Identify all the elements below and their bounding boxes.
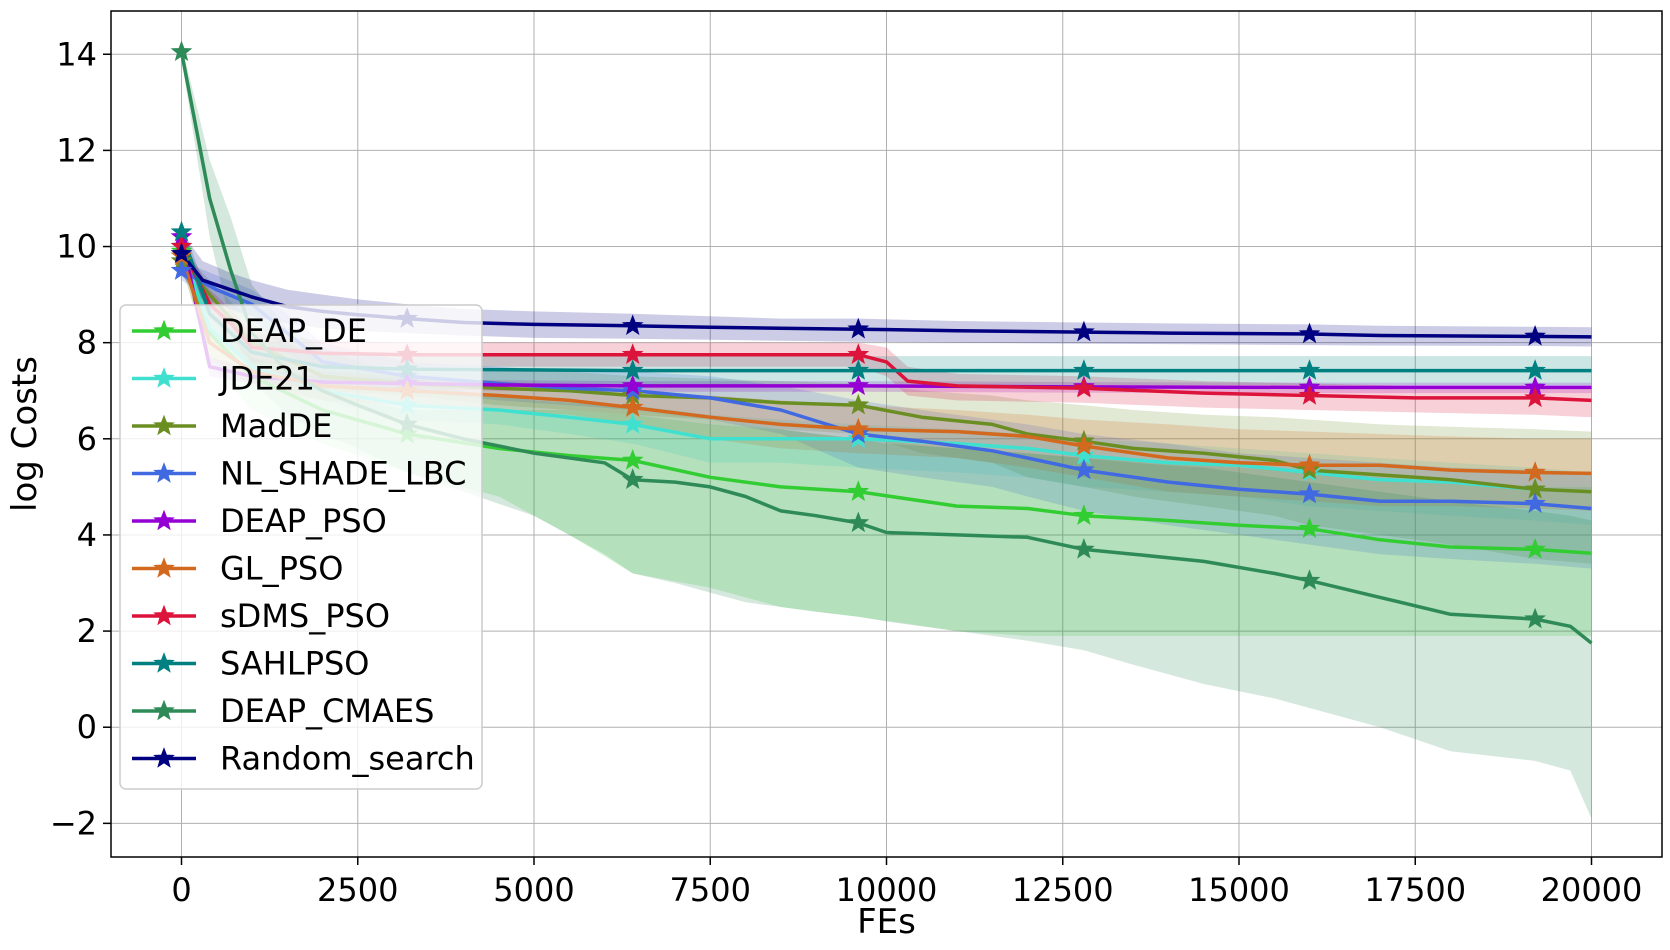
marker-sdms-pso — [1524, 386, 1546, 408]
legend-label-sahlpso: SAHLPSO — [220, 645, 369, 683]
x-tick-label: 0 — [171, 871, 191, 909]
marker-sdms-pso — [847, 343, 870, 364]
y-tick-label: 2 — [77, 612, 97, 650]
legend-label-random-search: Random_search — [220, 740, 475, 778]
marker-jde21 — [621, 412, 644, 434]
marker-sahlpso — [1298, 359, 1321, 380]
legend-label-deap-pso: DEAP_PSO — [220, 502, 387, 540]
legend-label-sdms-pso: sDMS_PSO — [220, 597, 390, 635]
legend-label-deap-cmaes: DEAP_CMAES — [220, 692, 434, 730]
y-axis-title: log Costs — [5, 356, 45, 512]
marker-deap-cmaes — [847, 511, 870, 533]
marker-nl-shade-lbc — [1073, 458, 1095, 480]
legend-marker-deap-de — [153, 319, 175, 341]
x-tick-label: 5000 — [493, 871, 574, 909]
y-tick-label: −2 — [50, 804, 97, 842]
legend-label-jde21: JDE21 — [218, 360, 315, 398]
legend-box — [119, 304, 483, 790]
y-tick-label: 14 — [56, 35, 97, 73]
band-random-search — [181, 232, 1592, 347]
marker-madde — [847, 393, 870, 415]
x-tick-label: 2500 — [317, 871, 398, 909]
marker-gl-pso — [1073, 434, 1095, 456]
marker-deap-de — [847, 480, 870, 501]
marker-random-search — [847, 317, 870, 339]
series-markers — [170, 40, 1546, 629]
marker-deap-de — [1073, 504, 1095, 525]
y-tick-label: 4 — [77, 516, 97, 554]
legend-label-madde: MadDE — [220, 407, 332, 445]
y-tick-label: 12 — [56, 131, 97, 169]
marker-deap-de — [1298, 517, 1321, 538]
band-jde21 — [181, 236, 1592, 526]
x-tick-label: 20000 — [1541, 871, 1643, 909]
legend-marker-nl-shade-lbc — [153, 462, 175, 483]
marker-nl-shade-lbc — [170, 259, 193, 280]
marker-sahlpso — [170, 220, 193, 242]
legend-marker-deap-cmaes — [153, 699, 175, 721]
marker-sahlpso — [621, 359, 644, 380]
x-tick-label: 17500 — [1364, 871, 1466, 909]
marker-sdms-pso — [621, 343, 644, 364]
marker-sahlpso — [1524, 359, 1546, 380]
legend-label-deap-de: DEAP_DE — [220, 312, 367, 350]
legend-marker-madde — [153, 414, 175, 436]
marker-sdms-pso — [1298, 384, 1321, 405]
marker-deap-de — [1524, 537, 1546, 559]
legend-marker-gl-pso — [153, 557, 175, 578]
y-axis-ticks: −2 0 2 4 6 8 10 12 14 — [50, 35, 111, 842]
marker-deap-cmaes — [1298, 569, 1321, 590]
marker-sahlpso — [847, 359, 870, 380]
band-nl-shade-lbc — [181, 261, 1592, 569]
marker-deap-de — [621, 448, 644, 470]
marker-deap-cmaes — [1073, 537, 1095, 559]
legend-marker-sdms-pso — [153, 604, 175, 626]
x-tick-label: 10000 — [836, 871, 938, 909]
marker-random-search — [1524, 324, 1546, 346]
y-tick-label: 8 — [77, 324, 97, 362]
marker-sahlpso — [1073, 359, 1095, 380]
marker-nl-shade-lbc — [1524, 492, 1546, 513]
legend-marker-jde21 — [153, 367, 175, 388]
band-deap-cmaes — [181, 44, 1592, 819]
marker-random-search — [170, 242, 193, 263]
marker-random-search — [1298, 322, 1321, 344]
x-axis-ticks: 0 2500 5000 7500 10000 12500 15000 17500 20000 — [171, 857, 1642, 909]
y-tick-label: 6 — [77, 420, 97, 458]
x-tick-label: 12500 — [1012, 871, 1114, 909]
marker-gl-pso — [1524, 461, 1546, 482]
band-deap-de — [181, 241, 1592, 636]
marker-deap-pso — [621, 374, 644, 396]
legend-marker-deap-pso — [153, 509, 175, 531]
x-axis-title: FEs — [857, 902, 916, 942]
x-tick-label: 15000 — [1188, 871, 1290, 909]
legend-marker-sahlpso — [153, 652, 175, 673]
legend-marker-random-search — [153, 747, 175, 768]
legend: DEAP_DE JDE21 MadDE NL_SHADE_LBC DEAP_PSO GL_… — [119, 304, 483, 790]
marker-deap-cmaes — [170, 40, 193, 62]
marker-nl-shade-lbc — [1298, 482, 1321, 504]
band-gl-pso — [181, 246, 1592, 511]
marker-random-search — [1073, 320, 1095, 342]
marker-random-search — [621, 314, 644, 336]
x-tick-label: 7500 — [670, 871, 751, 909]
marker-gl-pso — [847, 417, 870, 439]
legend-label-gl-pso: GL_PSO — [220, 550, 343, 588]
marker-gl-pso — [1298, 453, 1321, 475]
marker-deap-pso — [847, 374, 870, 396]
marker-deap-cmaes — [1524, 607, 1546, 629]
marker-sdms-pso — [1073, 376, 1095, 398]
y-tick-label: 10 — [56, 228, 97, 266]
marker-deap-cmaes — [621, 468, 644, 489]
band-madde — [181, 251, 1592, 564]
y-tick-label: 0 — [77, 708, 97, 746]
marker-gl-pso — [621, 396, 644, 417]
legend-label-nl-shade-lbc: NL_SHADE_LBC — [220, 455, 466, 493]
